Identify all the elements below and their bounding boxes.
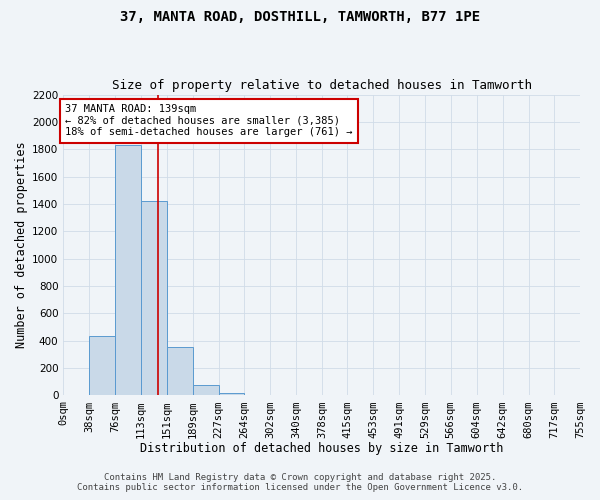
Bar: [115, 145, 140, 396]
Text: 37, MANTA ROAD, DOSTHILL, TAMWORTH, B77 1PE: 37, MANTA ROAD, DOSTHILL, TAMWORTH, B77 …: [120, 10, 480, 24]
Bar: [167, 347, 193, 396]
Title: Size of property relative to detached houses in Tamworth: Size of property relative to detached ho…: [112, 79, 532, 92]
Y-axis label: Number of detached properties: Number of detached properties: [15, 142, 28, 348]
Bar: [193, 385, 218, 396]
Text: Contains HM Land Registry data © Crown copyright and database right 2025.
Contai: Contains HM Land Registry data © Crown c…: [77, 473, 523, 492]
X-axis label: Distribution of detached houses by size in Tamworth: Distribution of detached houses by size …: [140, 442, 503, 455]
Bar: [218, 392, 244, 396]
Bar: [89, 336, 115, 396]
Text: 37 MANTA ROAD: 139sqm
← 82% of detached houses are smaller (3,385)
18% of semi-d: 37 MANTA ROAD: 139sqm ← 82% of detached …: [65, 104, 353, 138]
Bar: [140, 201, 167, 396]
